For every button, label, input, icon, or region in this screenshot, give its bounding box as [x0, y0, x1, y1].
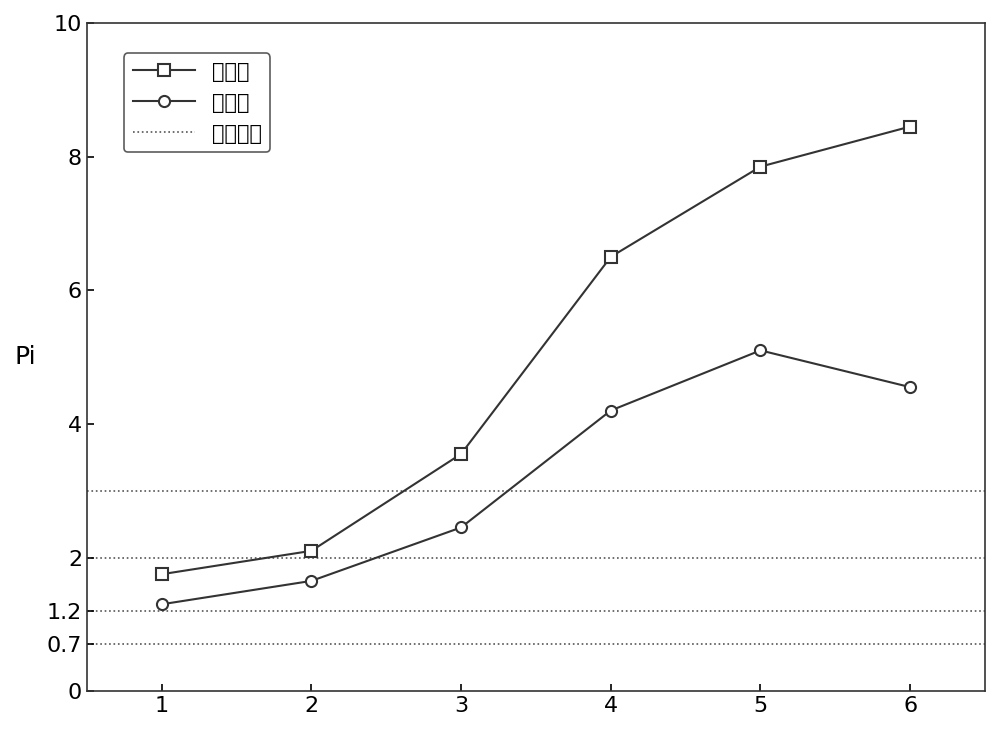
Legend: 改进前, 改进后, 分级标准: 改进前, 改进后, 分级标准	[124, 53, 270, 152]
改进后	[904, 383, 916, 392]
改进前	[156, 570, 168, 579]
改进前	[904, 122, 916, 131]
改进前	[305, 547, 317, 556]
改进前	[754, 162, 766, 171]
Y-axis label: Pi: Pi	[15, 345, 37, 369]
改进后	[156, 600, 168, 609]
改进后	[305, 577, 317, 586]
改进后	[605, 406, 617, 415]
Line: 改进前: 改进前	[156, 121, 916, 580]
改进前	[605, 252, 617, 261]
改进前	[455, 450, 467, 458]
改进后	[455, 523, 467, 532]
改进后	[754, 346, 766, 355]
Line: 改进后: 改进后	[156, 345, 916, 610]
